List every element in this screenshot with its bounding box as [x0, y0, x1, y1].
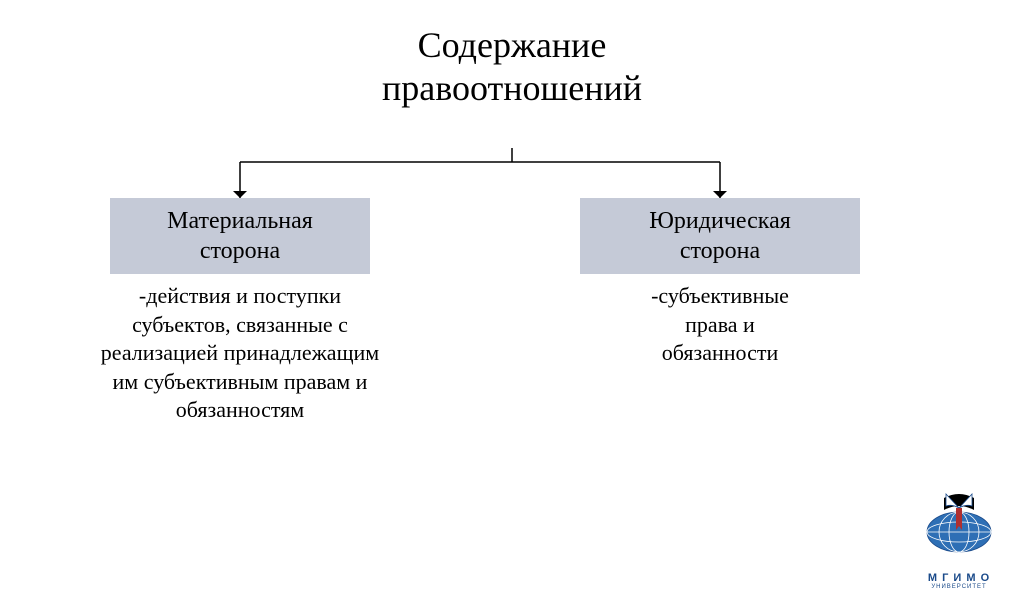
title-line-1: Содержание	[0, 24, 1024, 67]
description-line: субъектов, связанные с	[80, 311, 400, 340]
description-legal: -субъективныеправа иобязанности	[560, 282, 880, 368]
logo-org-name: М Г И М О	[904, 572, 1014, 584]
box-left-line-1: Материальная	[110, 206, 370, 236]
box-left-line-2: сторона	[110, 236, 370, 266]
description-line: права и	[560, 311, 880, 340]
description-line: -субъективные	[560, 282, 880, 311]
mgimo-logo: М Г И М О УНИВЕРСИТЕТ	[904, 480, 1014, 590]
diagram-title: Содержание правоотношений	[0, 24, 1024, 110]
logo-graphic	[904, 480, 1014, 562]
box-right-line-2: сторона	[580, 236, 860, 266]
description-line: им субъективным правам и	[80, 368, 400, 397]
logo-org-subtitle: УНИВЕРСИТЕТ	[904, 584, 1014, 590]
description-line: -действия и поступки	[80, 282, 400, 311]
logo-text-block: М Г И М О УНИВЕРСИТЕТ	[904, 572, 1014, 590]
box-material-side: Материальная сторона	[110, 198, 370, 274]
description-line: обязанности	[560, 339, 880, 368]
description-line: обязанностям	[80, 396, 400, 425]
box-right-line-1: Юридическая	[580, 206, 860, 236]
description-line: реализацией принадлежащим	[80, 339, 400, 368]
description-material: -действия и поступкисубъектов, связанные…	[80, 282, 400, 425]
title-line-2: правоотношений	[0, 67, 1024, 110]
box-legal-side: Юридическая сторона	[580, 198, 860, 274]
